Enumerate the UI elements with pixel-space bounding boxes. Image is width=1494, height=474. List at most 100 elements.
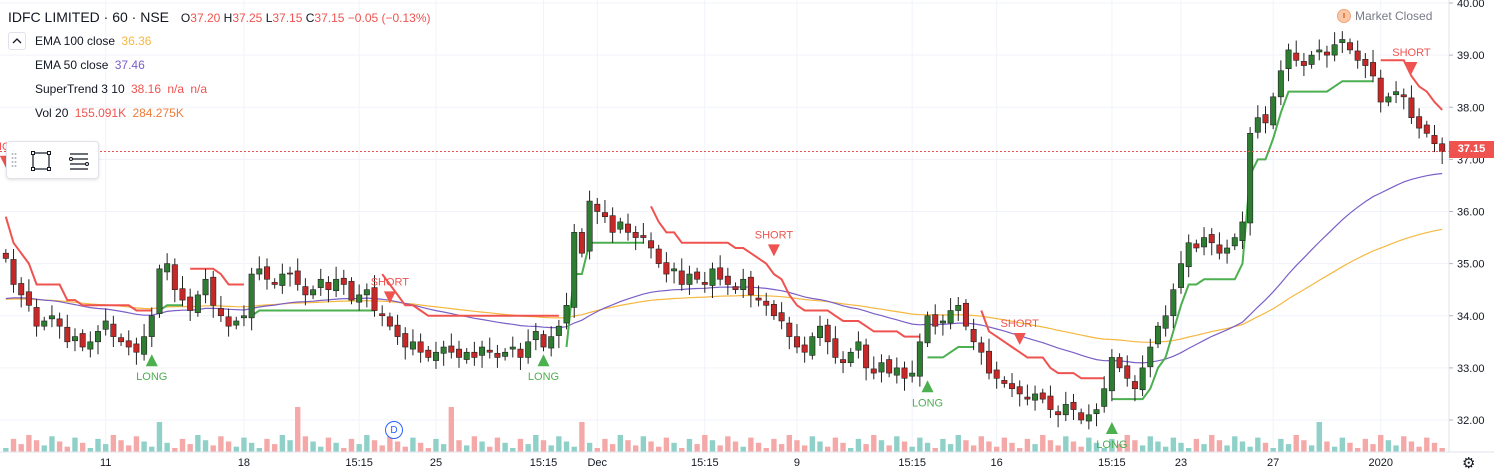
candle-body [325, 282, 332, 290]
gear-icon[interactable]: ⚙ [1462, 455, 1476, 472]
market-status[interactable]: Market Closed [1337, 9, 1432, 23]
dividend-marker[interactable]: D [385, 421, 403, 439]
short-arrow [767, 244, 780, 257]
volume-bar [917, 437, 923, 452]
legend-collapse-button[interactable] [8, 32, 26, 50]
indicator-volume[interactable]: Vol 20 155.091K 284.275K [35, 106, 184, 120]
candle-body [402, 333, 409, 348]
candle-body [1247, 133, 1254, 224]
volume-bar [1132, 440, 1138, 452]
indicator-ema-50[interactable]: EMA 50 close 37.46 [35, 58, 145, 72]
volume-bar [164, 442, 170, 452]
volume-bar [609, 444, 616, 452]
volume-bar [1431, 442, 1438, 452]
supertrend-segment [1380, 59, 1443, 111]
drag-handle-icon[interactable] [11, 152, 17, 170]
long-label: LONG [1096, 439, 1127, 451]
candle-body [932, 314, 939, 327]
candle-body [1339, 39, 1346, 43]
candle-body [1393, 91, 1400, 96]
volume-bar [1017, 448, 1023, 452]
volume-bar [417, 442, 424, 452]
candle-body [87, 341, 94, 350]
indicator-value: 38.16 [130, 82, 161, 96]
indicator-value: n/a [190, 82, 208, 96]
candle-body [601, 212, 608, 218]
candle-body [770, 303, 777, 317]
candle-body [363, 289, 370, 296]
volume-bar [210, 445, 216, 452]
candle-body [955, 305, 962, 311]
candle-body [33, 307, 40, 327]
volume-bar [1439, 448, 1445, 452]
candle-body [678, 270, 685, 285]
volume-bar [195, 435, 201, 452]
supertrend-segment [381, 273, 559, 317]
symbol-title: IDFC LIMITED · 60 · NSE [8, 9, 170, 25]
candle-body [1354, 50, 1361, 61]
candle-body [509, 346, 516, 350]
candle-body [56, 318, 63, 327]
candle-body [394, 324, 401, 337]
candle-body [893, 367, 900, 376]
candle-body [210, 276, 217, 306]
volume-bar [825, 446, 831, 452]
candle-body [1124, 365, 1131, 379]
lines-tool-icon[interactable] [67, 149, 91, 173]
volume-bar [602, 438, 608, 452]
indicator-ema-100[interactable]: EMA 100 close 36.36 [35, 34, 151, 48]
candle-body [1423, 124, 1430, 134]
volume-bar [517, 438, 524, 452]
candle-body [717, 267, 724, 280]
volume-bar [1239, 441, 1246, 452]
indicator-value: 37.46 [114, 58, 145, 72]
candle-body [586, 200, 593, 252]
volume-bar [179, 438, 186, 452]
volume-bar [540, 440, 547, 452]
volume-bars [3, 407, 1445, 452]
volume-bar [1055, 445, 1061, 452]
price-axis[interactable]: 40.0039.0038.0037.0036.0035.0034.0033.00… [1448, 0, 1494, 452]
candle-body [264, 266, 270, 280]
candle-body [1032, 393, 1039, 401]
long-arrow [921, 380, 934, 393]
long-label: LONG [912, 397, 943, 409]
candle-body [970, 329, 977, 343]
indicator-supertrend[interactable]: SuperTrend 3 10 38.16 n/a n/a [35, 82, 207, 96]
volume-bar [686, 438, 693, 452]
rectangle-tool-icon[interactable] [29, 149, 53, 173]
candle-body [1362, 58, 1369, 66]
volume-bar [3, 448, 9, 452]
volume-bar [1024, 438, 1031, 452]
volume-bar [287, 440, 293, 452]
candle-body [609, 215, 616, 233]
volume-bar [1193, 438, 1200, 452]
open-value: 37.20 [190, 11, 221, 25]
time-axis[interactable]: 11 18 15:15 25 15:15 Dec 15:15 9 15:15 16 15:15 23 2… [0, 451, 1494, 474]
volume-bar [1001, 437, 1008, 452]
volume-bar [1009, 442, 1015, 452]
candle-body [25, 291, 32, 306]
supertrend-segment [1111, 80, 1373, 401]
price-tick-label: 40.00 [1457, 0, 1485, 10]
candle-body [133, 343, 140, 353]
volume-bar [786, 435, 792, 452]
volume-bar [202, 440, 209, 452]
volume-bar [978, 436, 984, 452]
volume-bar [1232, 436, 1238, 452]
volume-bar [586, 442, 593, 452]
candle-body [617, 221, 624, 230]
time-tick-label: 15:15 [691, 457, 719, 469]
candle-body [640, 235, 647, 238]
volume-bar [79, 442, 86, 452]
volume-bar [1385, 440, 1392, 452]
volume-bar [1086, 437, 1092, 452]
volume-bar [1201, 444, 1207, 452]
candle-body [409, 341, 416, 350]
price-tick-label: 39.00 [1457, 50, 1485, 62]
time-tick-label: 25 [430, 457, 442, 469]
volume-bar [1247, 446, 1253, 452]
close-value: 37.15 [314, 11, 345, 25]
candle-body [824, 324, 831, 343]
